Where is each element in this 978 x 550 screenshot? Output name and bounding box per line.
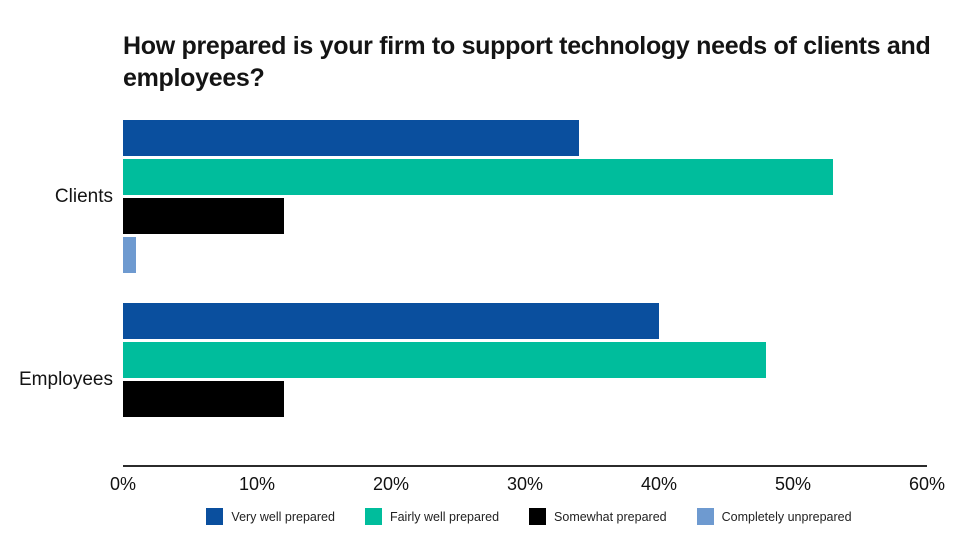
bar-employees-very-well-prepared	[123, 303, 659, 339]
legend-item-completely-unprepared: Completely unprepared	[696, 508, 852, 525]
legend: Very well prepared Fairly well prepared So…	[123, 508, 935, 525]
legend-label: Completely unprepared	[721, 509, 852, 524]
legend-swatch-icon	[529, 508, 547, 525]
bar-employees-somewhat-prepared	[123, 381, 284, 417]
bar-clients-completely-unprepared	[123, 237, 137, 273]
legend-label: Very well prepared	[231, 509, 335, 524]
bar-clients-somewhat-prepared	[123, 198, 284, 234]
bar-clients-fairly-well-prepared	[123, 159, 834, 195]
chart-title: How prepared is your firm to support tec…	[123, 32, 931, 92]
x-axis-tick-10pct: 10%	[238, 474, 276, 494]
legend-item-fairly-well-prepared: Fairly well prepared	[364, 508, 500, 525]
legend-label: Somewhat prepared	[554, 509, 667, 524]
legend-label: Fairly well prepared	[389, 509, 500, 524]
bar-clients-very-well-prepared	[123, 120, 579, 156]
legend-item-somewhat-prepared: Somewhat prepared	[529, 508, 667, 525]
x-axis-tick-0pct: 0%	[109, 474, 136, 494]
x-axis-tick-40pct: 40%	[640, 474, 678, 494]
bar-employees-fairly-well-prepared	[123, 342, 767, 378]
x-axis-tick-20pct: 20%	[372, 474, 410, 494]
x-axis-line	[123, 465, 927, 467]
legend-swatch-icon	[206, 508, 224, 525]
legend-swatch-icon	[696, 508, 714, 525]
x-axis-tick-30pct: 30%	[506, 474, 544, 494]
legend-item-very-well-prepared: Very well prepared	[206, 508, 335, 525]
x-axis-tick-60pct: 60%	[908, 474, 946, 494]
legend-swatch-icon	[364, 508, 382, 525]
x-axis-tick-50pct: 50%	[774, 474, 812, 494]
category-label-clients: Clients	[54, 185, 113, 207]
category-label-employees: Employees	[19, 368, 113, 390]
